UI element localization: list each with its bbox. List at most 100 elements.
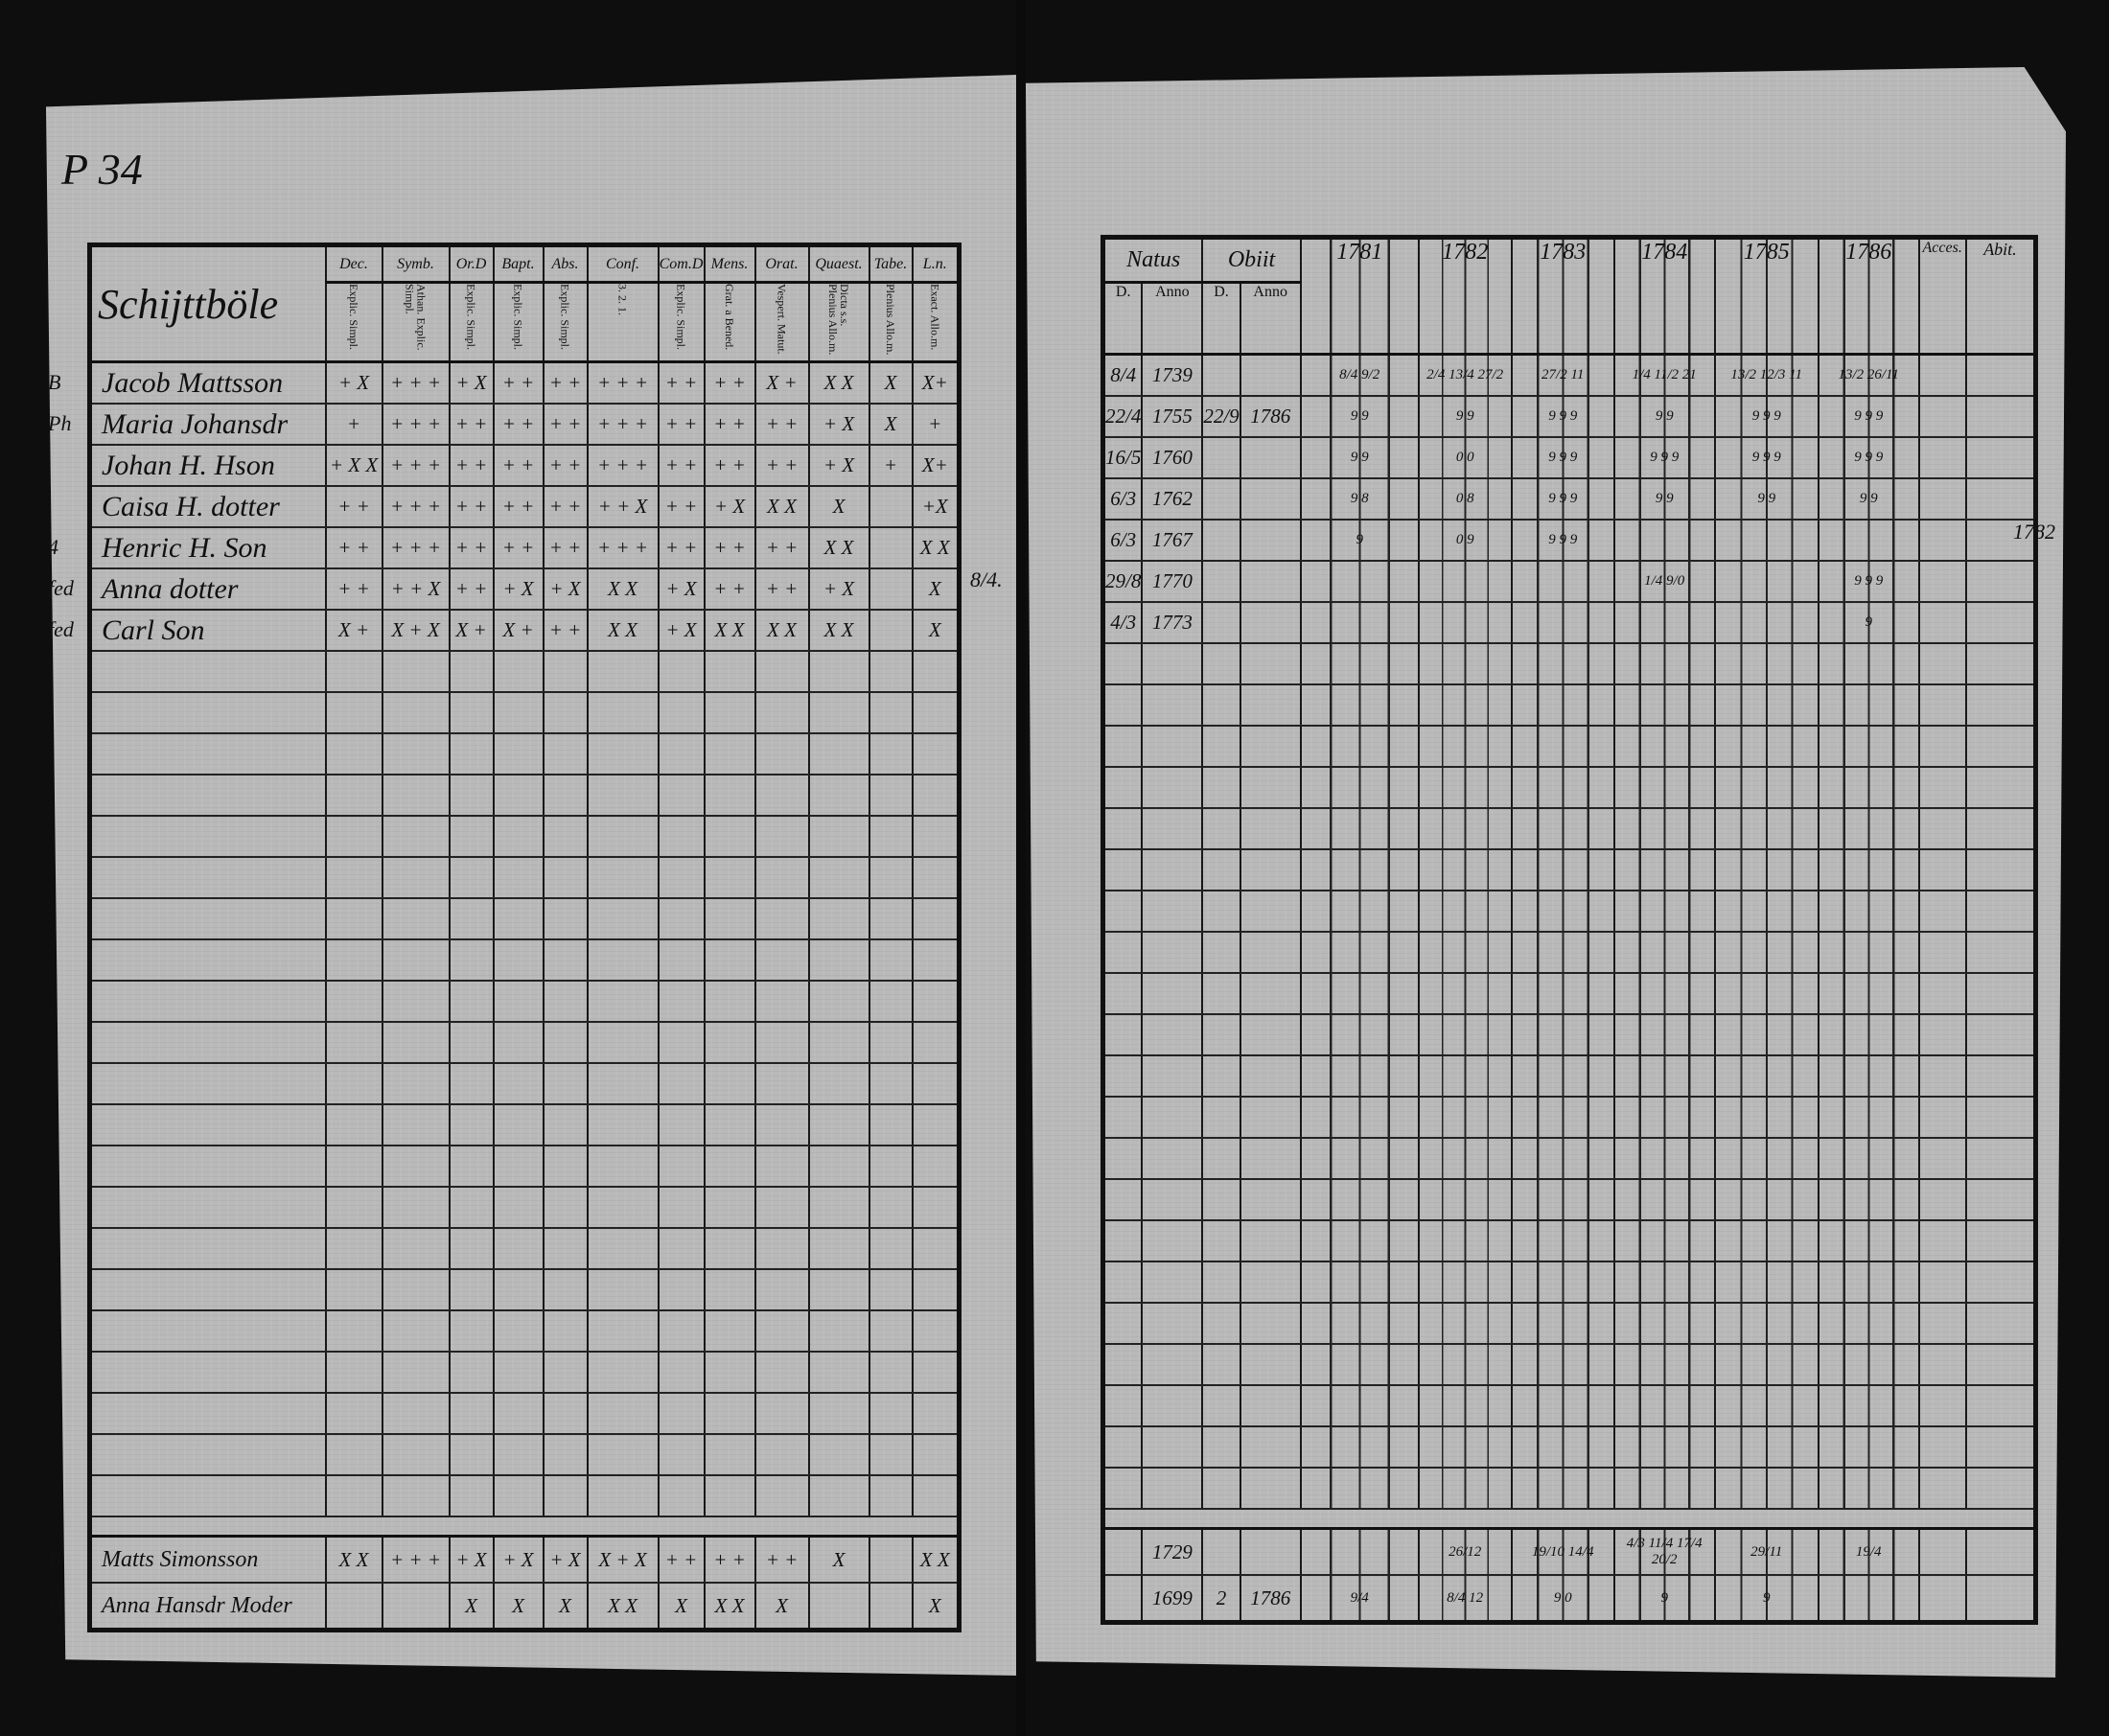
column-subheader-text: Exact. Allo.m. xyxy=(928,284,942,351)
person-name xyxy=(88,898,326,940)
death-day-cell xyxy=(1201,1426,1240,1469)
year-entry-cell xyxy=(1510,849,1614,891)
table-row xyxy=(88,775,960,817)
mark-cell xyxy=(492,939,544,982)
mark-cell xyxy=(657,1022,705,1064)
person-name xyxy=(88,939,326,982)
birth-year-cell xyxy=(1141,808,1203,850)
mark-cell xyxy=(657,981,705,1023)
abiit-cell xyxy=(1964,1385,2036,1427)
year-entry-cell xyxy=(1612,1138,1715,1180)
birth-day-cell: 6/3 xyxy=(1101,478,1143,521)
year-entry-cell xyxy=(1299,973,1419,1015)
mark-cell xyxy=(657,939,705,982)
death-year-cell xyxy=(1239,354,1301,397)
mark-cell xyxy=(807,1022,869,1064)
year-entry-cell xyxy=(1817,1261,1919,1304)
column-subheader: Explic. Simpl. xyxy=(448,282,494,363)
table-row: 8/4 1739 8/4 9/2 2/4 13/4 27/2 27/2 11 1/4 11… xyxy=(1101,354,2036,397)
birth-year-cell xyxy=(1141,1097,1203,1139)
mark-cell xyxy=(324,1352,382,1394)
year-entry-cell: 9 xyxy=(1817,602,1919,644)
table-row xyxy=(1101,1014,2036,1056)
accessit-cell xyxy=(1917,437,1966,479)
mark-cell xyxy=(381,898,450,940)
table-row xyxy=(1101,1344,2036,1386)
year-entry-cell xyxy=(1417,808,1512,850)
mark-cell: + + xyxy=(657,404,705,446)
mark-cell: + + + xyxy=(381,404,450,446)
mark-cell xyxy=(911,1104,960,1146)
gap-cell xyxy=(1101,1509,2036,1530)
accessit-cell xyxy=(1917,643,1966,685)
mark-cell: X xyxy=(807,486,869,528)
table-row xyxy=(88,939,960,982)
year-entry-cell xyxy=(1612,1385,1715,1427)
mark-cell xyxy=(911,1310,960,1353)
table-row xyxy=(88,1022,960,1064)
mark-cell xyxy=(542,692,588,734)
column-subheader-text: 3. 2. 1. xyxy=(615,284,630,315)
accessit-cell xyxy=(1917,1014,1966,1056)
year-entry-cell xyxy=(1713,1385,1819,1427)
mark-cell xyxy=(448,898,494,940)
mark-cell xyxy=(807,733,869,775)
person-name xyxy=(88,857,326,899)
mark-cell xyxy=(492,1352,544,1394)
accessit-cell xyxy=(1917,1138,1966,1180)
death-year-cell xyxy=(1239,561,1301,603)
mark-cell: + X xyxy=(542,568,588,611)
birth-year-cell: 1762 xyxy=(1141,478,1203,521)
death-day-cell xyxy=(1201,1097,1240,1139)
year-entry-cell: 13/2 12/3 11 xyxy=(1713,354,1819,397)
right-side-note: 1782 xyxy=(2013,520,2055,544)
mark-cell xyxy=(911,1063,960,1105)
mark-cell xyxy=(448,981,494,1023)
birth-day-cell xyxy=(1101,1426,1143,1469)
mark-cell xyxy=(703,1393,755,1435)
person-name xyxy=(88,692,326,734)
year-entry-cell xyxy=(1510,1138,1614,1180)
death-year-cell xyxy=(1239,726,1301,768)
mark-cell xyxy=(381,981,450,1023)
mark-cell xyxy=(448,651,494,693)
mark-cell xyxy=(381,733,450,775)
mark-cell xyxy=(703,1475,755,1517)
mark-cell xyxy=(807,1187,869,1229)
mark-cell: X X xyxy=(807,361,869,405)
year-entry-cell: 9 9 xyxy=(1299,437,1419,479)
year-entry-cell xyxy=(1417,1097,1512,1139)
death-year-cell xyxy=(1239,891,1301,933)
mark-cell xyxy=(911,939,960,982)
mark-cell xyxy=(586,651,659,693)
year-entry-cell xyxy=(1417,1468,1512,1510)
mark-cell xyxy=(324,1393,382,1435)
mark-cell xyxy=(381,1228,450,1270)
mark-cell xyxy=(448,1434,494,1476)
mark-cell: + + xyxy=(657,1536,705,1584)
accessit-cell xyxy=(1917,1344,1966,1386)
abiit-cell xyxy=(1964,891,2036,933)
mark-cell xyxy=(753,692,809,734)
birth-day-cell xyxy=(1101,1528,1143,1576)
mark-cell xyxy=(324,939,382,982)
abiit-cell xyxy=(1964,808,2036,850)
mark-cell xyxy=(542,1104,588,1146)
birth-day-cell: 29/8 xyxy=(1101,561,1143,603)
mark-cell xyxy=(807,981,869,1023)
mark-cell xyxy=(703,898,755,940)
year-entry-cell xyxy=(1299,1055,1419,1098)
year-entry-cell: 9 9 xyxy=(1713,478,1819,521)
year-entry-cell xyxy=(1299,1014,1419,1056)
birth-day-cell: 22/4 xyxy=(1101,396,1143,438)
accessit-cell xyxy=(1917,1575,1966,1624)
table-row xyxy=(88,1228,960,1270)
birth-year-cell: 1699 xyxy=(1141,1575,1203,1624)
mark-cell xyxy=(868,898,913,940)
year-entry-cell xyxy=(1417,767,1512,809)
death-day-cell xyxy=(1201,1344,1240,1386)
person-name xyxy=(88,651,326,693)
section-gap xyxy=(88,1516,960,1538)
abiit-cell xyxy=(1964,396,2036,438)
year-entry-cell xyxy=(1299,1261,1419,1304)
